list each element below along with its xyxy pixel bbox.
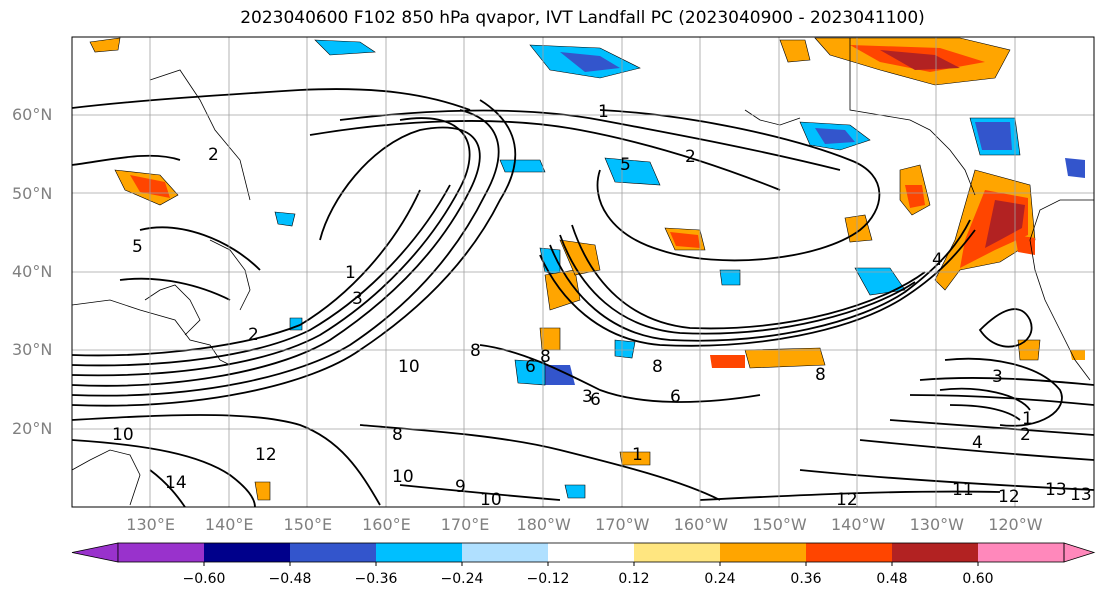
contour-label: 1	[1022, 409, 1033, 429]
lon-label: 130°E	[126, 515, 175, 534]
contour-label: 10	[392, 467, 414, 487]
contour-label: 2	[208, 145, 219, 165]
contour-label: 11	[952, 480, 974, 500]
colorbar-tick-label: −0.12	[526, 571, 570, 587]
colorbar-segment	[290, 543, 377, 562]
colorbar-extend-high	[1063, 542, 1096, 563]
contour-label: 10	[480, 490, 502, 510]
contour-lines	[72, 88, 1094, 507]
colorbar-tick-label: −0.60	[182, 571, 226, 587]
colorbar-segment	[892, 543, 979, 562]
contour-label: 10	[112, 425, 134, 445]
colorbar-segment	[462, 543, 549, 562]
contour-label: 2	[1020, 425, 1031, 445]
lat-label: 50°N	[12, 183, 53, 203]
contour-label: 13	[1070, 485, 1092, 505]
lon-label: 140°E	[204, 515, 254, 534]
colorbar-tick-label: 0.60	[962, 571, 994, 587]
colorbar-tick-label: −0.36	[354, 571, 398, 587]
contour-label: 8	[540, 347, 551, 367]
colorbar-segment	[204, 543, 291, 562]
lon-label: 170°W	[595, 515, 650, 534]
lon-label: 170°E	[440, 515, 490, 534]
contour-label: 5	[132, 237, 143, 257]
contour-label: 1	[632, 445, 643, 465]
graticule	[72, 37, 1094, 507]
contour-label: 3	[582, 387, 593, 407]
colorbar-tick-label: 0.24	[704, 571, 736, 587]
contour-label: 5	[620, 155, 631, 175]
lat-label: 30°N	[12, 340, 53, 360]
shading-layer	[89, 37, 1085, 501]
colorbar-tick-label: 0.12	[618, 571, 650, 587]
contour-label: 1	[345, 263, 356, 283]
lon-label: 120°W	[988, 515, 1043, 534]
lon-label: 180°W	[516, 515, 571, 534]
lat-label: 60°N	[12, 105, 53, 125]
contour-label: 6	[590, 390, 601, 410]
contour-label: 8	[392, 425, 403, 445]
contour-label: 8	[815, 365, 826, 385]
contour-label: 3	[352, 289, 363, 309]
lat-label: 20°N	[12, 418, 53, 438]
lon-label: 160°W	[673, 515, 729, 534]
contour-label: 4	[972, 433, 983, 453]
colorbar-segment	[376, 543, 463, 562]
contour-label: 3	[992, 367, 1003, 387]
contour-label: 14	[165, 473, 187, 493]
contour-label: 12	[255, 445, 277, 465]
lat-label: 40°N	[12, 262, 53, 281]
map-title: 2023040600 F102 850 hPa qvapor, IVT Land…	[240, 8, 925, 28]
colorbar-tick-label: 0.36	[790, 571, 822, 587]
colorbar-extend-low	[71, 542, 119, 563]
contour-label: 8	[470, 341, 481, 361]
contour-label: 9	[455, 477, 466, 497]
contour-label: 2	[248, 325, 259, 345]
contour-label: 6	[670, 387, 681, 407]
colorbar-segment	[548, 543, 635, 562]
lon-label: 160°E	[362, 515, 411, 534]
contour-label: 2	[685, 147, 696, 167]
contour-label: 4	[932, 250, 943, 270]
lon-label: 130°W	[909, 515, 964, 534]
contour-label: 13	[1045, 480, 1067, 500]
contour-label: 1	[598, 102, 609, 122]
colorbar-segment	[720, 543, 807, 562]
colorbar-tick-label: −0.24	[440, 571, 484, 587]
colorbar-segment	[806, 543, 893, 562]
colorbar-segment	[118, 543, 205, 562]
lon-label: 150°E	[283, 515, 333, 534]
colorbar-segment	[978, 543, 1065, 562]
colorbar-segment	[634, 543, 721, 562]
contour-label: 6	[525, 357, 536, 377]
contour-label: 12	[836, 490, 858, 510]
contour-label: 10	[398, 357, 420, 377]
colorbar-tick-label: 0.48	[876, 571, 908, 587]
contour-label: 12	[998, 487, 1020, 507]
lon-label: 140°W	[830, 515, 886, 534]
map-frame	[71, 36, 1095, 508]
contour-label: 8	[652, 357, 663, 377]
colorbar-tick-label: −0.48	[268, 571, 312, 587]
lon-label: 150°W	[752, 515, 807, 534]
